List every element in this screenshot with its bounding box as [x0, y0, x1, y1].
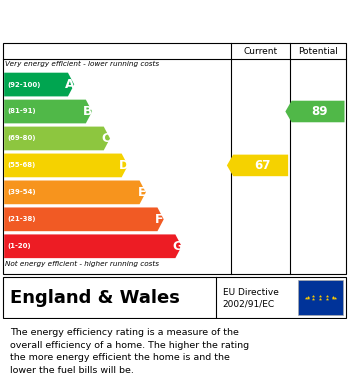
Text: 2002/91/EC: 2002/91/EC: [223, 300, 275, 308]
Text: England & Wales: England & Wales: [10, 289, 180, 307]
Text: Current: Current: [244, 47, 278, 56]
Text: (55-68): (55-68): [7, 162, 35, 169]
Text: (21-38): (21-38): [7, 216, 35, 222]
Polygon shape: [4, 73, 74, 97]
Text: A: A: [65, 78, 75, 91]
Text: EU Directive: EU Directive: [223, 288, 279, 297]
Polygon shape: [4, 235, 182, 258]
Text: (39-54): (39-54): [7, 189, 35, 196]
Text: G: G: [172, 240, 183, 253]
Text: Very energy efficient - lower running costs: Very energy efficient - lower running co…: [5, 61, 159, 67]
Text: (69-80): (69-80): [7, 135, 35, 142]
Text: E: E: [137, 186, 146, 199]
Polygon shape: [4, 181, 146, 204]
Polygon shape: [227, 154, 288, 176]
Text: (1-20): (1-20): [7, 243, 31, 249]
Text: The energy efficiency rating is a measure of the
overall efficiency of a home. T: The energy efficiency rating is a measur…: [10, 328, 250, 375]
Bar: [298, 280, 343, 315]
Text: (81-91): (81-91): [7, 108, 35, 115]
Text: 89: 89: [311, 105, 328, 118]
Polygon shape: [285, 101, 345, 122]
Text: D: D: [119, 159, 129, 172]
Text: Not energy efficient - higher running costs: Not energy efficient - higher running co…: [5, 261, 159, 267]
Polygon shape: [4, 127, 110, 150]
Text: Energy Efficiency Rating: Energy Efficiency Rating: [10, 14, 239, 32]
Polygon shape: [4, 208, 164, 231]
Text: (92-100): (92-100): [7, 82, 40, 88]
Text: B: B: [83, 105, 93, 118]
Text: Potential: Potential: [298, 47, 338, 56]
Text: C: C: [101, 132, 110, 145]
Text: F: F: [155, 213, 164, 226]
Polygon shape: [4, 100, 92, 123]
Polygon shape: [4, 154, 128, 177]
Text: 67: 67: [254, 159, 271, 172]
